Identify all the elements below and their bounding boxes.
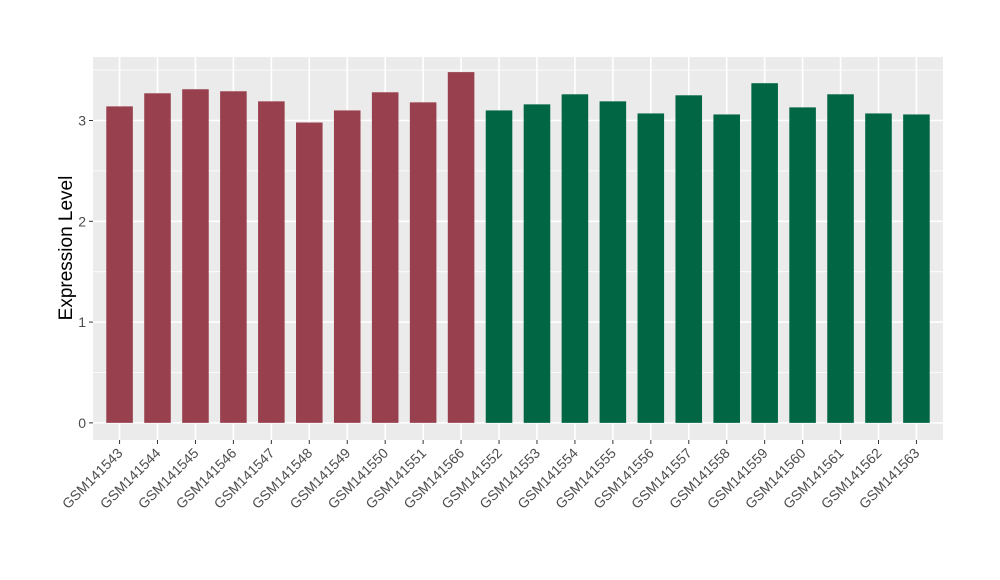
y-axis-title: Expression Level xyxy=(56,176,77,321)
y-tick-label: 1 xyxy=(78,314,86,330)
bar-GSM141566 xyxy=(447,72,475,423)
bar-GSM141550 xyxy=(371,92,399,423)
bar-GSM141543 xyxy=(106,106,133,423)
bar-GSM141556 xyxy=(637,113,665,423)
bar-GSM141551 xyxy=(409,102,437,423)
bar-GSM141552 xyxy=(485,110,513,423)
bar-GSM141561 xyxy=(827,94,854,423)
bar-GSM141547 xyxy=(258,101,285,423)
bar-GSM141558 xyxy=(713,114,740,423)
bar-GSM141562 xyxy=(865,113,892,423)
y-tick-label: 2 xyxy=(78,213,86,229)
bar-GSM141545 xyxy=(182,89,209,423)
bar-GSM141559 xyxy=(751,83,778,423)
y-tick-label: 0 xyxy=(78,415,86,431)
bar-GSM141549 xyxy=(333,110,361,423)
bar-GSM141553 xyxy=(523,104,551,423)
bar-GSM141548 xyxy=(296,122,323,423)
bar-GSM141554 xyxy=(561,94,589,423)
x-axis: GSM141543GSM141544GSM141545GSM141546GSM1… xyxy=(59,440,923,512)
y-tick-label: 3 xyxy=(78,112,86,128)
bar-GSM141546 xyxy=(220,91,247,423)
bar-GSM141560 xyxy=(789,107,816,423)
bar-GSM141544 xyxy=(144,93,171,423)
bar-GSM141563 xyxy=(903,114,930,423)
bar-GSM141555 xyxy=(599,101,627,423)
bar-GSM141557 xyxy=(675,95,703,423)
y-axis: 0 1 2 3 xyxy=(78,112,93,431)
bars xyxy=(106,72,930,423)
